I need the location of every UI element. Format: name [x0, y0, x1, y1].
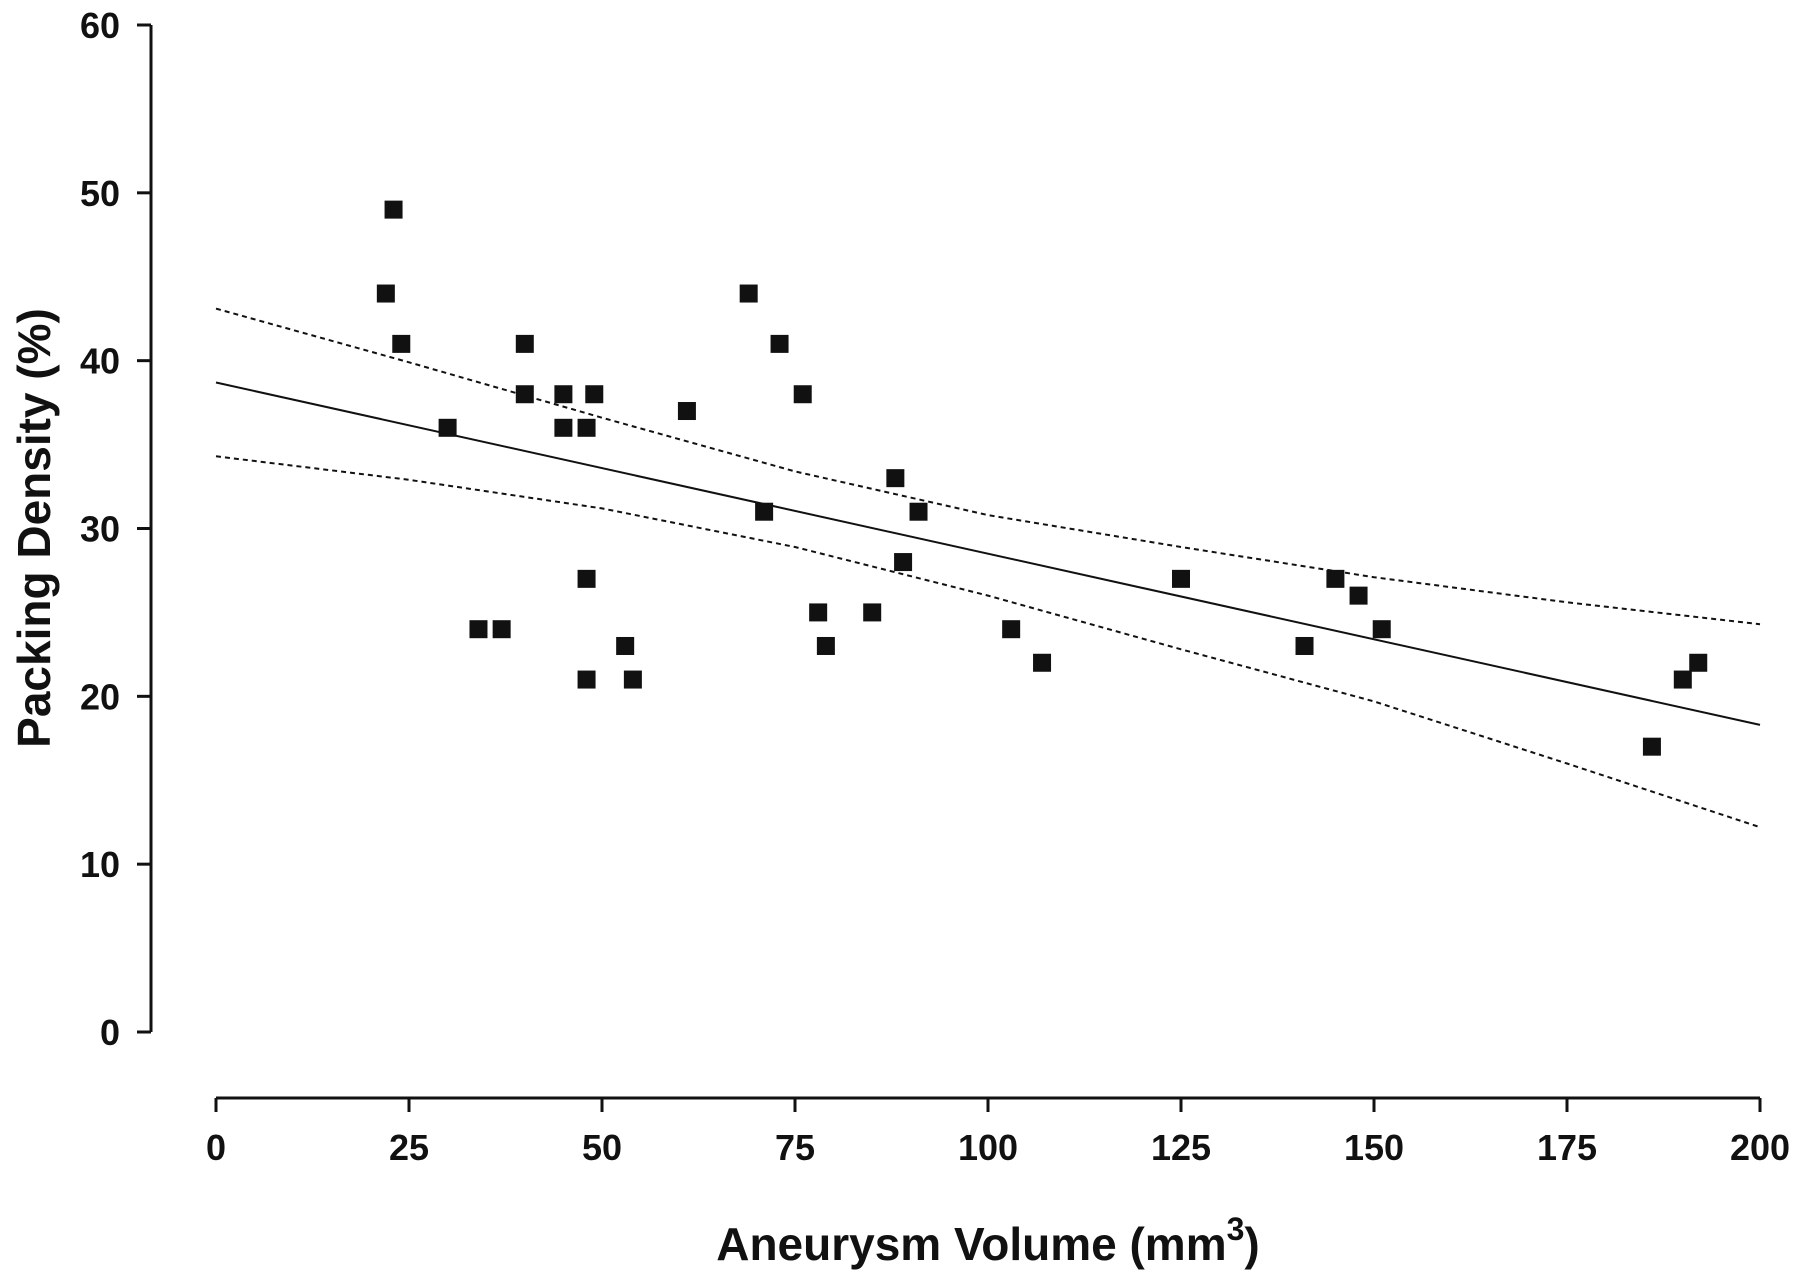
data-point: [886, 469, 905, 488]
data-point: [469, 620, 488, 639]
data-point: [515, 385, 534, 404]
data-point: [1372, 620, 1391, 639]
y-tick-label: 10: [80, 844, 120, 885]
y-tick-label: 0: [100, 1012, 120, 1053]
data-point: [739, 284, 758, 303]
lower-ci-line: [215, 455, 1761, 829]
x-tick-label: 0: [206, 1127, 226, 1168]
data-point: [554, 418, 573, 437]
data-point: [1349, 586, 1368, 605]
data-point: [585, 385, 604, 404]
data-point: [1642, 737, 1661, 756]
x-axis-title: Aneurysm Volume (mm3): [716, 1211, 1260, 1270]
data-point: [384, 200, 403, 219]
data-point: [1673, 670, 1692, 689]
data-point: [894, 553, 913, 572]
data-points: [376, 200, 1708, 756]
y-tick-label: 20: [80, 676, 120, 717]
data-point: [1033, 653, 1052, 672]
x-axis-title-main: Aneurysm Volume (mm: [716, 1218, 1226, 1270]
x-axis-title-superscript: 3: [1227, 1211, 1245, 1247]
x-tick-label: 175: [1537, 1127, 1597, 1168]
data-point: [863, 603, 882, 622]
y-tick-label: 50: [80, 173, 120, 214]
x-tick-label: 25: [389, 1127, 429, 1168]
x-axis-title-suffix: ): [1244, 1218, 1259, 1270]
x-tick-label: 125: [1151, 1127, 1211, 1168]
data-point: [554, 385, 573, 404]
x-tick-label: 100: [958, 1127, 1018, 1168]
data-point: [1689, 653, 1708, 672]
data-point: [770, 334, 789, 353]
data-point: [492, 620, 511, 639]
data-point: [376, 284, 395, 303]
y-axis-title: Packing Density (%): [8, 308, 60, 748]
data-point: [438, 418, 457, 437]
x-axis: 0 25 50 75 100 125 150 175 200: [206, 1096, 1790, 1168]
regression-line: [215, 381, 1761, 726]
upper-ci-line: [215, 307, 1761, 626]
data-point: [577, 670, 596, 689]
data-point: [816, 636, 835, 655]
y-tick-label: 40: [80, 341, 120, 382]
x-tick-label: 75: [775, 1127, 815, 1168]
data-point: [1172, 569, 1190, 588]
y-tick-label: 60: [80, 5, 120, 46]
data-point: [909, 502, 928, 521]
regression-lines: [215, 307, 1761, 829]
data-point: [1002, 620, 1021, 639]
data-point: [809, 603, 828, 622]
data-point: [1326, 569, 1345, 588]
data-point: [515, 334, 534, 353]
x-tick-label: 200: [1730, 1127, 1790, 1168]
data-point: [616, 636, 635, 655]
data-point: [793, 385, 812, 404]
data-point: [577, 418, 596, 437]
data-point: [577, 569, 596, 588]
x-tick-label: 50: [582, 1127, 622, 1168]
data-point: [392, 334, 411, 353]
y-axis: 0 10 20 30 40 50 60: [80, 5, 153, 1053]
data-point: [623, 670, 642, 689]
y-tick-label: 30: [80, 509, 120, 550]
x-tick-label: 150: [1344, 1127, 1404, 1168]
data-point: [1295, 636, 1314, 655]
data-point: [677, 402, 696, 421]
data-point: [755, 502, 774, 521]
